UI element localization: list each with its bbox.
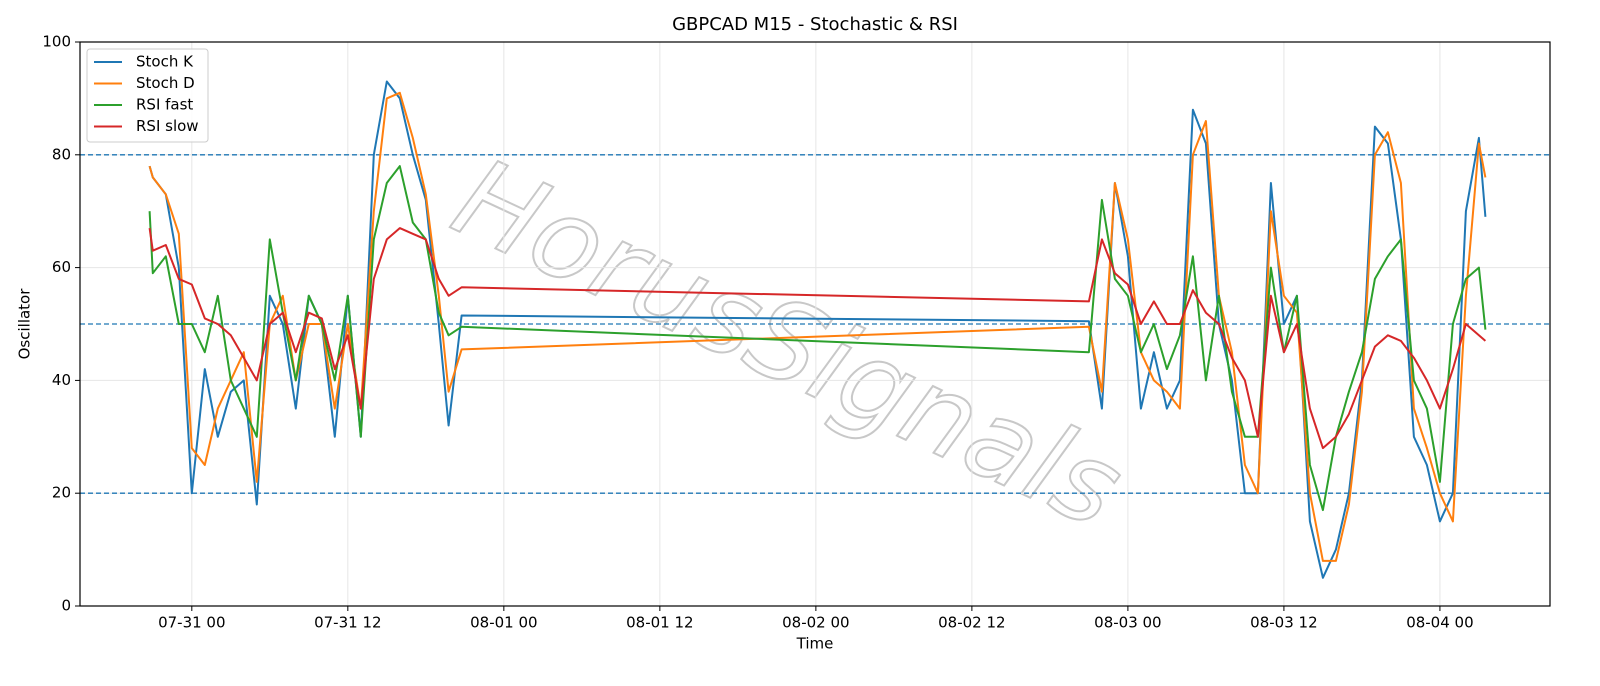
legend-label: Stoch D [136,74,195,92]
y-tick-label: 0 [61,597,71,615]
y-tick-label: 40 [52,371,71,389]
y-tick-label: 100 [42,33,71,51]
x-tick-label: 08-01 00 [470,614,537,632]
y-tick-label: 60 [52,258,71,276]
chart-title: GBPCAD M15 - Stochastic & RSI [672,14,958,35]
x-tick-label: 08-02 12 [938,614,1005,632]
legend-label: Stoch K [136,53,194,71]
x-tick-label: 07-31 12 [314,614,381,632]
series-line [148,227,1487,450]
y-tick-label: 80 [52,145,71,163]
x-tick-label: 08-02 00 [782,614,849,632]
legend-box [86,48,209,143]
x-tick-label: 08-04 00 [1406,614,1473,632]
legend-label: RSI fast [136,96,193,114]
series-line [148,165,1487,512]
legend-label: RSI slow [136,117,199,135]
x-tick-label: 08-03 12 [1250,614,1317,632]
x-tick-label: 08-01 12 [626,614,693,632]
plot-frame [79,41,1551,607]
series-line [148,91,1487,562]
x-tick-label: 07-31 00 [158,614,225,632]
x-axis-label: Time [796,635,834,653]
x-tick-label: 08-03 00 [1094,614,1161,632]
y-tick-label: 20 [52,484,71,502]
y-axis-label: Oscillator [16,288,34,360]
watermark: HorusSignals [436,133,1140,552]
